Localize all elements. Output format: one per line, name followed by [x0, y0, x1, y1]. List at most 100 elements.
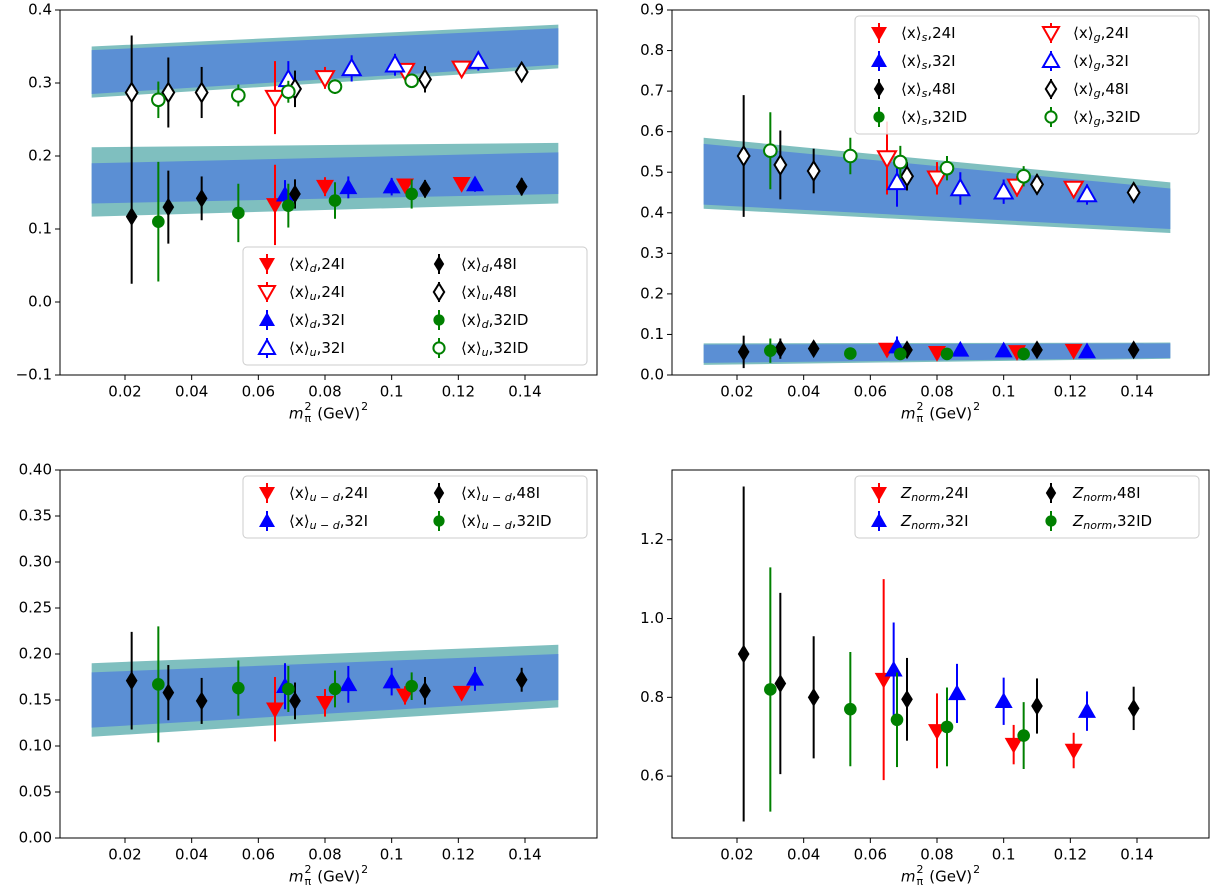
y-tick-label: 0.2	[640, 284, 664, 302]
marker	[1016, 168, 1031, 184]
legend-label: ⟨x⟩g,32I	[1073, 52, 1129, 73]
legend-label-part: ⟨x⟩	[461, 283, 482, 301]
y-tick-label: 0.25	[19, 599, 52, 617]
marker	[928, 345, 946, 362]
legend-label-part: ⟨x⟩	[1073, 24, 1094, 42]
x-tick-label: 0.04	[787, 846, 820, 864]
marker	[266, 702, 284, 719]
x-tick-label: 0.1	[380, 383, 404, 401]
x-tick-label: 0.06	[854, 846, 887, 864]
legend-marker	[871, 487, 887, 501]
marker	[876, 150, 898, 170]
series	[737, 335, 1140, 369]
x-tick-label: 0.14	[508, 846, 541, 864]
legend-label: ⟨x⟩u − d,32I	[289, 512, 368, 533]
legend-label-part: s	[922, 31, 928, 44]
marker	[737, 342, 750, 362]
legend-label-part: ,32ID	[927, 108, 967, 126]
marker	[339, 675, 358, 692]
legend-label-part: g	[1094, 115, 1101, 128]
marker	[466, 175, 484, 192]
marker	[467, 50, 490, 69]
y-tick-label: 0.4	[28, 1, 52, 19]
x-tick-label: 0.12	[1054, 846, 1087, 864]
y-tick-label: 0.0	[28, 293, 52, 311]
y-tick-label: 0.3	[640, 244, 664, 262]
legend-label-part: g	[1094, 87, 1101, 100]
legend: ⟨x⟩u − d,24I⟨x⟩u − d,32I⟨x⟩u − d,48I⟨x⟩u…	[242, 475, 588, 539]
legend-marker	[1044, 110, 1058, 124]
legend-label: ⟨x⟩g,24I	[1073, 24, 1129, 45]
marker	[764, 683, 777, 696]
marker	[382, 672, 401, 689]
legend-label-part: Z	[1072, 484, 1084, 502]
y-tick-label: 0.40	[19, 461, 52, 479]
y-tick-label: 0.0	[640, 366, 664, 384]
x-tick-label: 0.02	[108, 383, 141, 401]
legend-label: ⟨x⟩u − d,24I	[289, 484, 368, 505]
marker	[893, 154, 908, 170]
y-tick-label: 1.0	[640, 609, 664, 627]
series	[764, 567, 1030, 812]
marker	[1076, 183, 1098, 203]
x-label-part: m	[289, 868, 304, 886]
marker	[266, 198, 284, 214]
legend-label-part: Z	[900, 484, 912, 502]
series	[764, 338, 1030, 363]
marker	[452, 176, 471, 193]
x-tick-label: 0.04	[175, 383, 208, 401]
legend-label: ⟨x⟩d,24I	[289, 255, 345, 276]
legend-label: ⟨x⟩u,32I	[289, 339, 345, 360]
x-tick-label: 0.08	[308, 846, 341, 864]
y-tick-label: 0.00	[19, 829, 52, 847]
series	[737, 486, 1140, 822]
legend-label-part: d	[482, 262, 490, 275]
marker	[843, 148, 858, 164]
marker	[125, 207, 138, 227]
marker	[890, 713, 904, 727]
legend-marker	[432, 341, 446, 355]
legend-label-part: u − d	[310, 491, 341, 504]
marker	[396, 688, 414, 705]
marker	[939, 160, 955, 176]
marker	[807, 687, 820, 707]
legend-label-part: u	[310, 346, 317, 359]
legend-marker	[873, 80, 885, 98]
marker	[884, 660, 903, 677]
marker	[264, 89, 286, 109]
legend-label-part: u − d	[310, 519, 341, 532]
x-label-part: π	[917, 412, 924, 425]
legend-label-part: u − d	[482, 519, 513, 532]
legend-label-part: ⟨x⟩	[901, 52, 922, 70]
band-inner	[91, 28, 559, 94]
legend-label-part: ,48I	[1112, 484, 1140, 502]
marker	[282, 682, 295, 696]
legend-marker	[1045, 484, 1057, 502]
marker	[405, 679, 418, 693]
marker	[152, 215, 165, 228]
legend-marker	[259, 258, 275, 272]
series	[276, 175, 484, 210]
plot-area	[91, 626, 559, 743]
legend-label-part: ,24I	[317, 283, 345, 301]
x-label-part: 2	[917, 863, 924, 876]
marker	[1004, 737, 1023, 754]
x-label-part: 2	[361, 400, 368, 413]
series	[266, 164, 471, 246]
x-tick-label: 0.02	[108, 846, 141, 864]
legend-label-part: ,48I	[512, 484, 540, 502]
series	[884, 622, 1096, 731]
x-tick-label: 0.14	[1120, 383, 1153, 401]
legend-label-part: ,32I	[940, 512, 968, 530]
legend-label-part: norm	[1083, 519, 1112, 532]
series	[152, 626, 418, 743]
legend-label-part: ,32I	[927, 52, 955, 70]
legend-label-part: ,24I	[940, 484, 968, 502]
marker	[417, 68, 433, 91]
marker	[844, 347, 857, 360]
marker	[339, 178, 358, 195]
legend-label: ⟨x⟩s,48I	[901, 80, 956, 101]
legend-label-part: ,32ID	[489, 311, 529, 329]
marker	[736, 144, 751, 168]
panel: 0.6 0.8 1.0 1.2 0.02 0.04 0.06 0.08 0.1 0.12 0.14 m…	[640, 469, 1210, 888]
